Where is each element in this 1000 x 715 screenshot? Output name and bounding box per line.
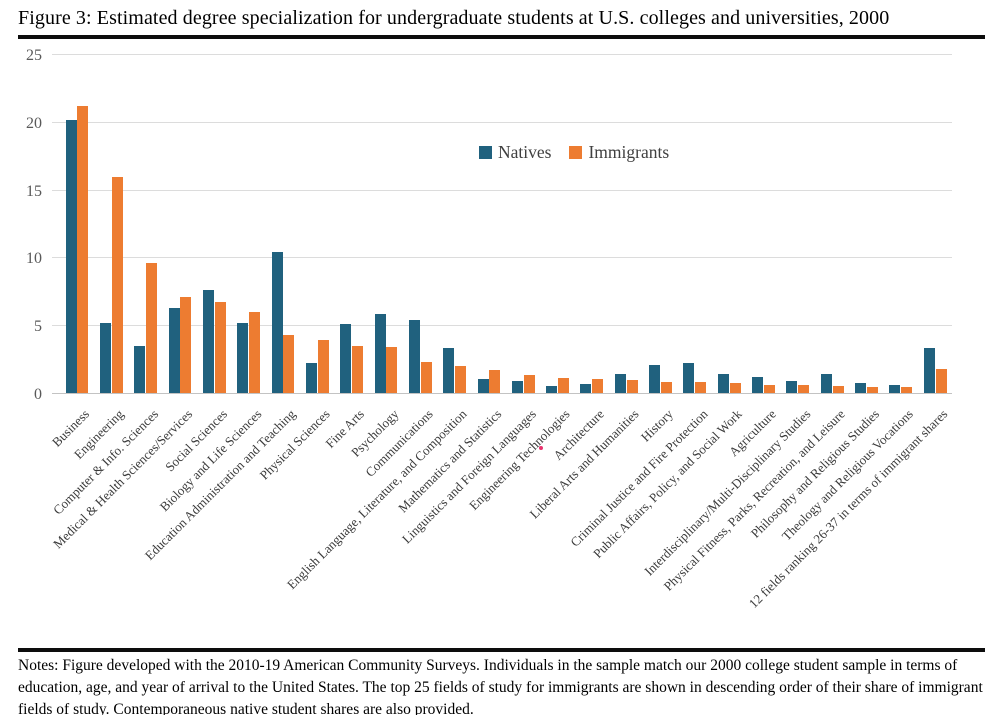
natives-bar bbox=[614, 374, 626, 393]
y-tick-label: 20 bbox=[26, 114, 42, 132]
title-divider bbox=[18, 35, 985, 39]
immigrants-bar bbox=[557, 378, 569, 393]
legend-item-natives: Natives bbox=[479, 142, 551, 163]
immigrants-bar bbox=[660, 381, 672, 393]
stray-dot-artifact bbox=[539, 446, 543, 450]
immigrants-bar bbox=[523, 375, 535, 393]
y-tick-label: 5 bbox=[34, 318, 42, 336]
gridline bbox=[52, 189, 952, 191]
natives-bar bbox=[168, 307, 180, 393]
natives-bar bbox=[889, 384, 901, 393]
natives-bar bbox=[511, 380, 523, 393]
figure-title: Figure 3: Estimated degree specializatio… bbox=[18, 7, 890, 29]
immigrants-bar bbox=[317, 340, 329, 393]
x-axis-line bbox=[52, 393, 952, 394]
y-tick-label: 0 bbox=[34, 386, 42, 403]
natives-bar bbox=[546, 386, 558, 393]
natives-bar bbox=[305, 363, 317, 393]
immigrants-bar bbox=[729, 382, 741, 393]
natives-bar bbox=[752, 376, 764, 393]
notes-divider bbox=[18, 648, 985, 652]
notes-text: Notes: Figure developed with the 2010-19… bbox=[18, 657, 983, 715]
immigrants-bar bbox=[935, 368, 947, 393]
y-tick-label: 10 bbox=[26, 250, 42, 268]
natives-bar bbox=[134, 345, 146, 393]
natives-bar bbox=[820, 374, 832, 393]
natives-bar bbox=[374, 314, 386, 393]
natives-bar bbox=[65, 120, 77, 393]
immigrants-swatch bbox=[569, 146, 583, 159]
gridline bbox=[52, 54, 952, 55]
natives-bar bbox=[340, 323, 352, 393]
immigrants-bar bbox=[386, 346, 398, 393]
natives-bar bbox=[237, 322, 249, 393]
natives-bar bbox=[717, 374, 729, 393]
immigrants-bar bbox=[626, 380, 638, 393]
immigrants-bar bbox=[763, 384, 775, 393]
immigrants-bar bbox=[454, 365, 466, 393]
natives-bar bbox=[786, 380, 798, 393]
gridline bbox=[52, 325, 952, 327]
natives-bar bbox=[683, 363, 695, 393]
legend-label-immigrants: Immigrants bbox=[588, 142, 670, 162]
natives-bar bbox=[855, 382, 867, 393]
legend-item-immigrants: Immigrants bbox=[569, 142, 669, 163]
natives-bar bbox=[580, 384, 592, 393]
immigrants-bar bbox=[283, 334, 295, 393]
natives-bar bbox=[271, 252, 283, 393]
immigrants-bar bbox=[111, 177, 123, 393]
immigrants-bar bbox=[866, 386, 878, 393]
immigrants-bar bbox=[77, 105, 89, 393]
immigrants-bar bbox=[695, 382, 707, 393]
immigrants-bar bbox=[832, 386, 844, 393]
natives-swatch bbox=[479, 146, 492, 159]
y-tick-label: 15 bbox=[26, 182, 42, 200]
immigrants-bar bbox=[351, 345, 363, 393]
immigrants-bar bbox=[798, 384, 810, 393]
natives-bar bbox=[649, 364, 661, 393]
immigrants-bar bbox=[214, 302, 226, 393]
natives-bar bbox=[202, 289, 214, 393]
gridline bbox=[52, 121, 952, 123]
natives-bar bbox=[408, 319, 420, 393]
immigrants-bar bbox=[489, 369, 501, 393]
legend-label-natives: Natives bbox=[498, 142, 552, 162]
natives-bar bbox=[443, 348, 455, 393]
immigrants-bar bbox=[146, 262, 157, 393]
immigrants-bar bbox=[592, 379, 604, 393]
natives-bar bbox=[923, 347, 935, 393]
chart-legend: Natives Immigrants bbox=[479, 142, 669, 163]
immigrants-bar bbox=[248, 311, 260, 393]
gridline bbox=[52, 257, 952, 259]
bar-chart: Natives Immigrants 25 20 15 10 5 0 Business Eng… bbox=[0, 40, 1000, 646]
natives-bar bbox=[99, 322, 111, 393]
immigrants-bar bbox=[901, 386, 913, 393]
natives-bar bbox=[477, 379, 489, 393]
y-tick-label: 25 bbox=[26, 47, 42, 64]
immigrants-bar bbox=[420, 361, 432, 393]
immigrants-bar bbox=[180, 296, 192, 393]
